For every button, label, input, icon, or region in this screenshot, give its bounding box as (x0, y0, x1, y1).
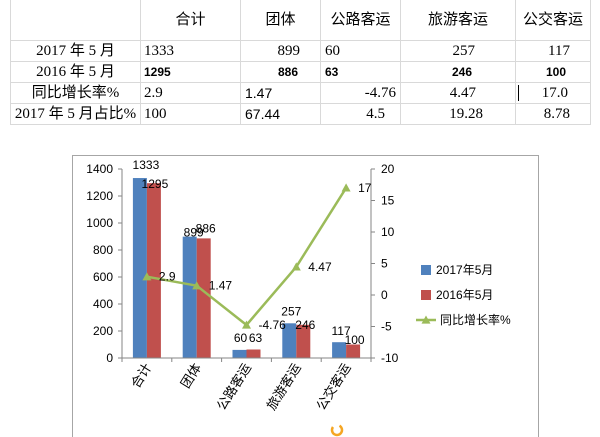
line-layer (142, 183, 351, 329)
header-cell-tourism[interactable]: 旅游客运 (400, 0, 516, 41)
table-cell[interactable]: 1333 (140, 40, 241, 62)
table-header-row: 合计 团体 公路客运 旅游客运 公交客运 (10, 0, 591, 41)
line-marker-triangle (341, 183, 351, 192)
bar-data-label: 899 (184, 226, 204, 240)
legend-label-series-3: 同比增长率% (440, 312, 511, 327)
text-cursor (518, 85, 519, 101)
bar-data-label: 60 (234, 331, 248, 345)
bar-series-2 (246, 349, 261, 358)
line-data-label: 4.47 (308, 260, 332, 274)
table-cell[interactable]: 117 (515, 40, 591, 62)
left-y-tick-label: 800 (93, 243, 113, 257)
right-y-tick-label: -10 (381, 351, 399, 365)
line-marker-triangle (192, 281, 202, 290)
bar-data-label: 63 (249, 331, 263, 345)
table-cell[interactable]: 63 (320, 61, 401, 83)
table-cell[interactable]: 60 (320, 40, 401, 62)
header-cell-total[interactable]: 合计 (140, 0, 241, 41)
table-cell[interactable]: 257 (400, 40, 516, 62)
combo-chart[interactable]: 0200400600800100012001400-10-505101520合计… (0, 150, 600, 437)
right-y-tick-label: 10 (381, 225, 395, 239)
orange-ring-icon (330, 423, 344, 437)
legend-triangle-icon (421, 315, 431, 324)
bar-data-label: 100 (345, 333, 365, 347)
right-y-tick-label: 0 (381, 288, 388, 302)
bar-series-1 (282, 323, 297, 358)
header-cell-bus[interactable]: 公交客运 (515, 0, 591, 41)
bar-series-1 (182, 236, 197, 358)
chart-frame (72, 155, 539, 437)
right-y-tick-label: 15 (381, 194, 395, 208)
row-label[interactable]: 2016 年 5 月 (10, 61, 141, 83)
left-y-tick-label: 200 (93, 324, 113, 338)
bar-data-label: 886 (196, 221, 216, 235)
table-cell[interactable]: 17.0 (515, 82, 591, 104)
table-row: 2017 年 5 月占比% 100 67.44 4.5 19.28 8.78 (10, 103, 591, 125)
row-label[interactable]: 2017 年 5 月 (10, 40, 141, 62)
bar-data-label: 257 (281, 304, 301, 318)
left-y-tick-label: 1200 (86, 189, 113, 203)
table-corner-cell[interactable] (10, 0, 141, 41)
bar-data-label: 1333 (133, 158, 160, 172)
table-cell[interactable]: 100 (515, 61, 591, 83)
bar-series-1 (232, 349, 247, 358)
table-cell[interactable]: 4.5 (320, 103, 401, 125)
left-y-tick-label: 600 (93, 270, 113, 284)
left-y-tick-label: 1000 (86, 216, 113, 230)
bar-series-1 (332, 342, 347, 358)
legend-swatch-series-2 (421, 290, 431, 300)
legend: 2017年5月 2016年5月 同比增长率% (416, 263, 511, 327)
line-data-label: 2.9 (159, 270, 176, 284)
table-cell[interactable]: 899 (240, 40, 321, 62)
table-cell[interactable]: 886 (240, 61, 321, 83)
line-data-label: 17 (358, 181, 372, 195)
line-marker-triangle (291, 262, 301, 271)
left-y-tick-label: 1400 (86, 162, 113, 176)
table-cell[interactable]: 1295 (140, 61, 241, 83)
bar-data-label: 1295 (142, 177, 169, 191)
table-cell[interactable]: -4.76 (320, 82, 401, 104)
table-cell[interactable]: 1.47 (240, 82, 321, 104)
line-data-label: -4.76 (259, 318, 287, 332)
bar-data-label: 246 (295, 318, 315, 332)
table-row: 同比增长率% 2.9 1.47 -4.76 4.47 17.0 (10, 82, 591, 104)
labels-layer: 1333 899 60 257 117 1295 886 63 246 100 2.9 1.47 -4.… (133, 158, 372, 347)
table-cell[interactable]: 4.47 (400, 82, 516, 104)
table-row: 2016 年 5 月 1295 886 63 246 100 (10, 61, 591, 83)
table-cell[interactable]: 2.9 (140, 82, 241, 104)
table-row: 2017 年 5 月 1333 899 60 257 117 (10, 40, 591, 62)
bar-series-2 (296, 324, 311, 358)
table-cell[interactable]: 100 (140, 103, 241, 125)
table-cell[interactable]: 246 (400, 61, 516, 83)
bar-series-1 (132, 178, 147, 358)
right-y-tick-label: -5 (381, 320, 392, 334)
line-data-label: 1.47 (209, 279, 233, 293)
left-y-tick-label: 0 (106, 351, 113, 365)
header-cell-highway[interactable]: 公路客运 (320, 0, 401, 41)
table-cell[interactable]: 8.78 (515, 103, 591, 125)
legend-label-series-2: 2016年5月 (436, 288, 493, 302)
table-cell[interactable]: 19.28 (400, 103, 516, 125)
right-y-tick-label: 5 (381, 257, 388, 271)
legend-swatch-series-1 (421, 265, 431, 275)
line-marker-triangle (142, 272, 152, 281)
line-marker-triangle (242, 320, 251, 329)
row-label[interactable]: 2017 年 5 月占比% (10, 103, 141, 125)
bar-series-2 (346, 344, 361, 358)
row-label[interactable]: 同比增长率% (10, 82, 141, 104)
left-y-tick-label: 400 (93, 297, 113, 311)
bar-series-2 (196, 238, 211, 358)
bars-layer (132, 178, 361, 358)
bar-data-label: 117 (332, 324, 351, 338)
bar-series-2 (146, 183, 161, 358)
table-cell[interactable]: 67.44 (240, 103, 321, 125)
right-y-tick-label: 20 (381, 162, 395, 176)
statistics-table: 合计 团体 公路客运 旅游客运 公交客运 2017 年 5 月 1333 899… (10, 0, 591, 125)
header-cell-group[interactable]: 团体 (240, 0, 321, 41)
legend-label-series-1: 2017年5月 (436, 263, 493, 277)
